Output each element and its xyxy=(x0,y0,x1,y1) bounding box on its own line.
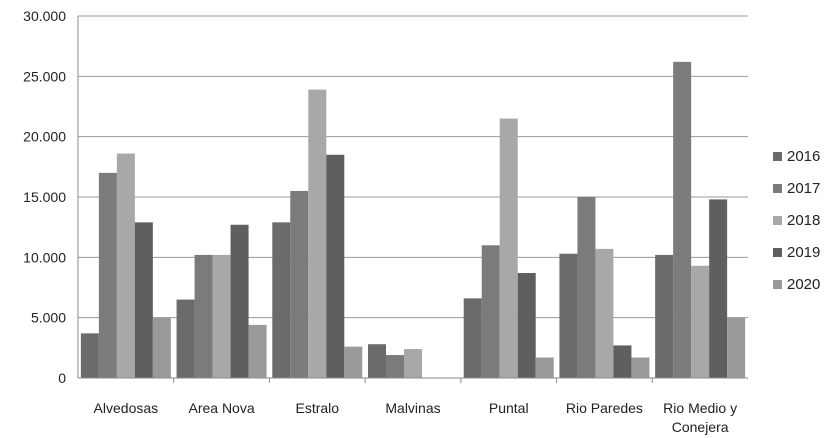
x-category-label: Estralo xyxy=(295,400,339,416)
bar xyxy=(404,349,422,378)
y-tick-label: 10.000 xyxy=(23,249,66,265)
bar xyxy=(230,224,249,378)
bar xyxy=(535,357,554,378)
bar xyxy=(212,254,231,378)
bar xyxy=(194,254,213,378)
x-category-label: Conejera xyxy=(672,419,729,435)
bar xyxy=(517,273,536,378)
y-tick-label: 20.000 xyxy=(23,129,66,145)
legend-swatch xyxy=(773,248,782,257)
bar xyxy=(326,154,345,378)
bar xyxy=(80,333,99,378)
bar xyxy=(655,254,674,378)
x-category-label: Rio Paredes xyxy=(566,400,643,416)
y-tick-label: 15.000 xyxy=(23,189,66,205)
x-category-label: Alvedosas xyxy=(94,400,159,416)
x-category-label: Puntal xyxy=(489,400,529,416)
bar xyxy=(290,190,309,378)
bar xyxy=(98,172,117,378)
legend-swatch xyxy=(773,184,782,193)
legend-swatch xyxy=(773,216,782,225)
bars xyxy=(80,61,746,379)
y-tick-label: 0 xyxy=(58,370,66,386)
y-axis-ticks: 0 5.000 10.000 15.000 20.000 25.000 30.000 xyxy=(23,8,66,386)
bar xyxy=(673,61,692,378)
bar xyxy=(152,317,171,378)
x-category-label: Malvinas xyxy=(385,400,440,416)
axes xyxy=(77,16,748,383)
bar xyxy=(709,199,728,378)
bar xyxy=(272,222,291,378)
legend-entry-label: 2017 xyxy=(787,180,820,197)
bar xyxy=(344,346,363,378)
bar xyxy=(368,344,386,378)
bar xyxy=(727,317,746,378)
legend: 2016 2017 2018 2019 2020 xyxy=(773,148,820,293)
x-category-label: Rio Medio y xyxy=(663,400,737,416)
bar xyxy=(463,298,482,378)
bar xyxy=(631,357,650,378)
bar xyxy=(134,222,153,378)
legend-entry-label: 2019 xyxy=(787,244,820,261)
bar xyxy=(248,324,267,378)
bar xyxy=(308,89,327,379)
legend-swatch xyxy=(773,152,782,161)
bar xyxy=(386,355,404,378)
legend-entry-label: 2018 xyxy=(787,212,820,229)
bar xyxy=(499,118,518,379)
y-tick-label: 30.000 xyxy=(23,8,66,24)
bar xyxy=(481,245,500,378)
bar xyxy=(595,248,614,378)
legend-entry-label: 2020 xyxy=(787,276,820,293)
y-tick-label: 5.000 xyxy=(31,310,66,326)
x-axis-categories: Alvedosas Area Nova Estralo Malvinas Puntal R… xyxy=(94,400,738,435)
bar xyxy=(176,299,195,378)
legend-swatch xyxy=(773,280,782,289)
gridlines xyxy=(78,15,748,319)
bar xyxy=(577,197,596,378)
bar xyxy=(116,153,135,378)
y-tick-label: 25.000 xyxy=(23,68,66,84)
legend-entry-label: 2016 xyxy=(787,148,820,165)
bar xyxy=(613,345,632,378)
x-category-label: Area Nova xyxy=(188,400,254,416)
bar xyxy=(691,265,710,378)
bar xyxy=(559,253,578,378)
